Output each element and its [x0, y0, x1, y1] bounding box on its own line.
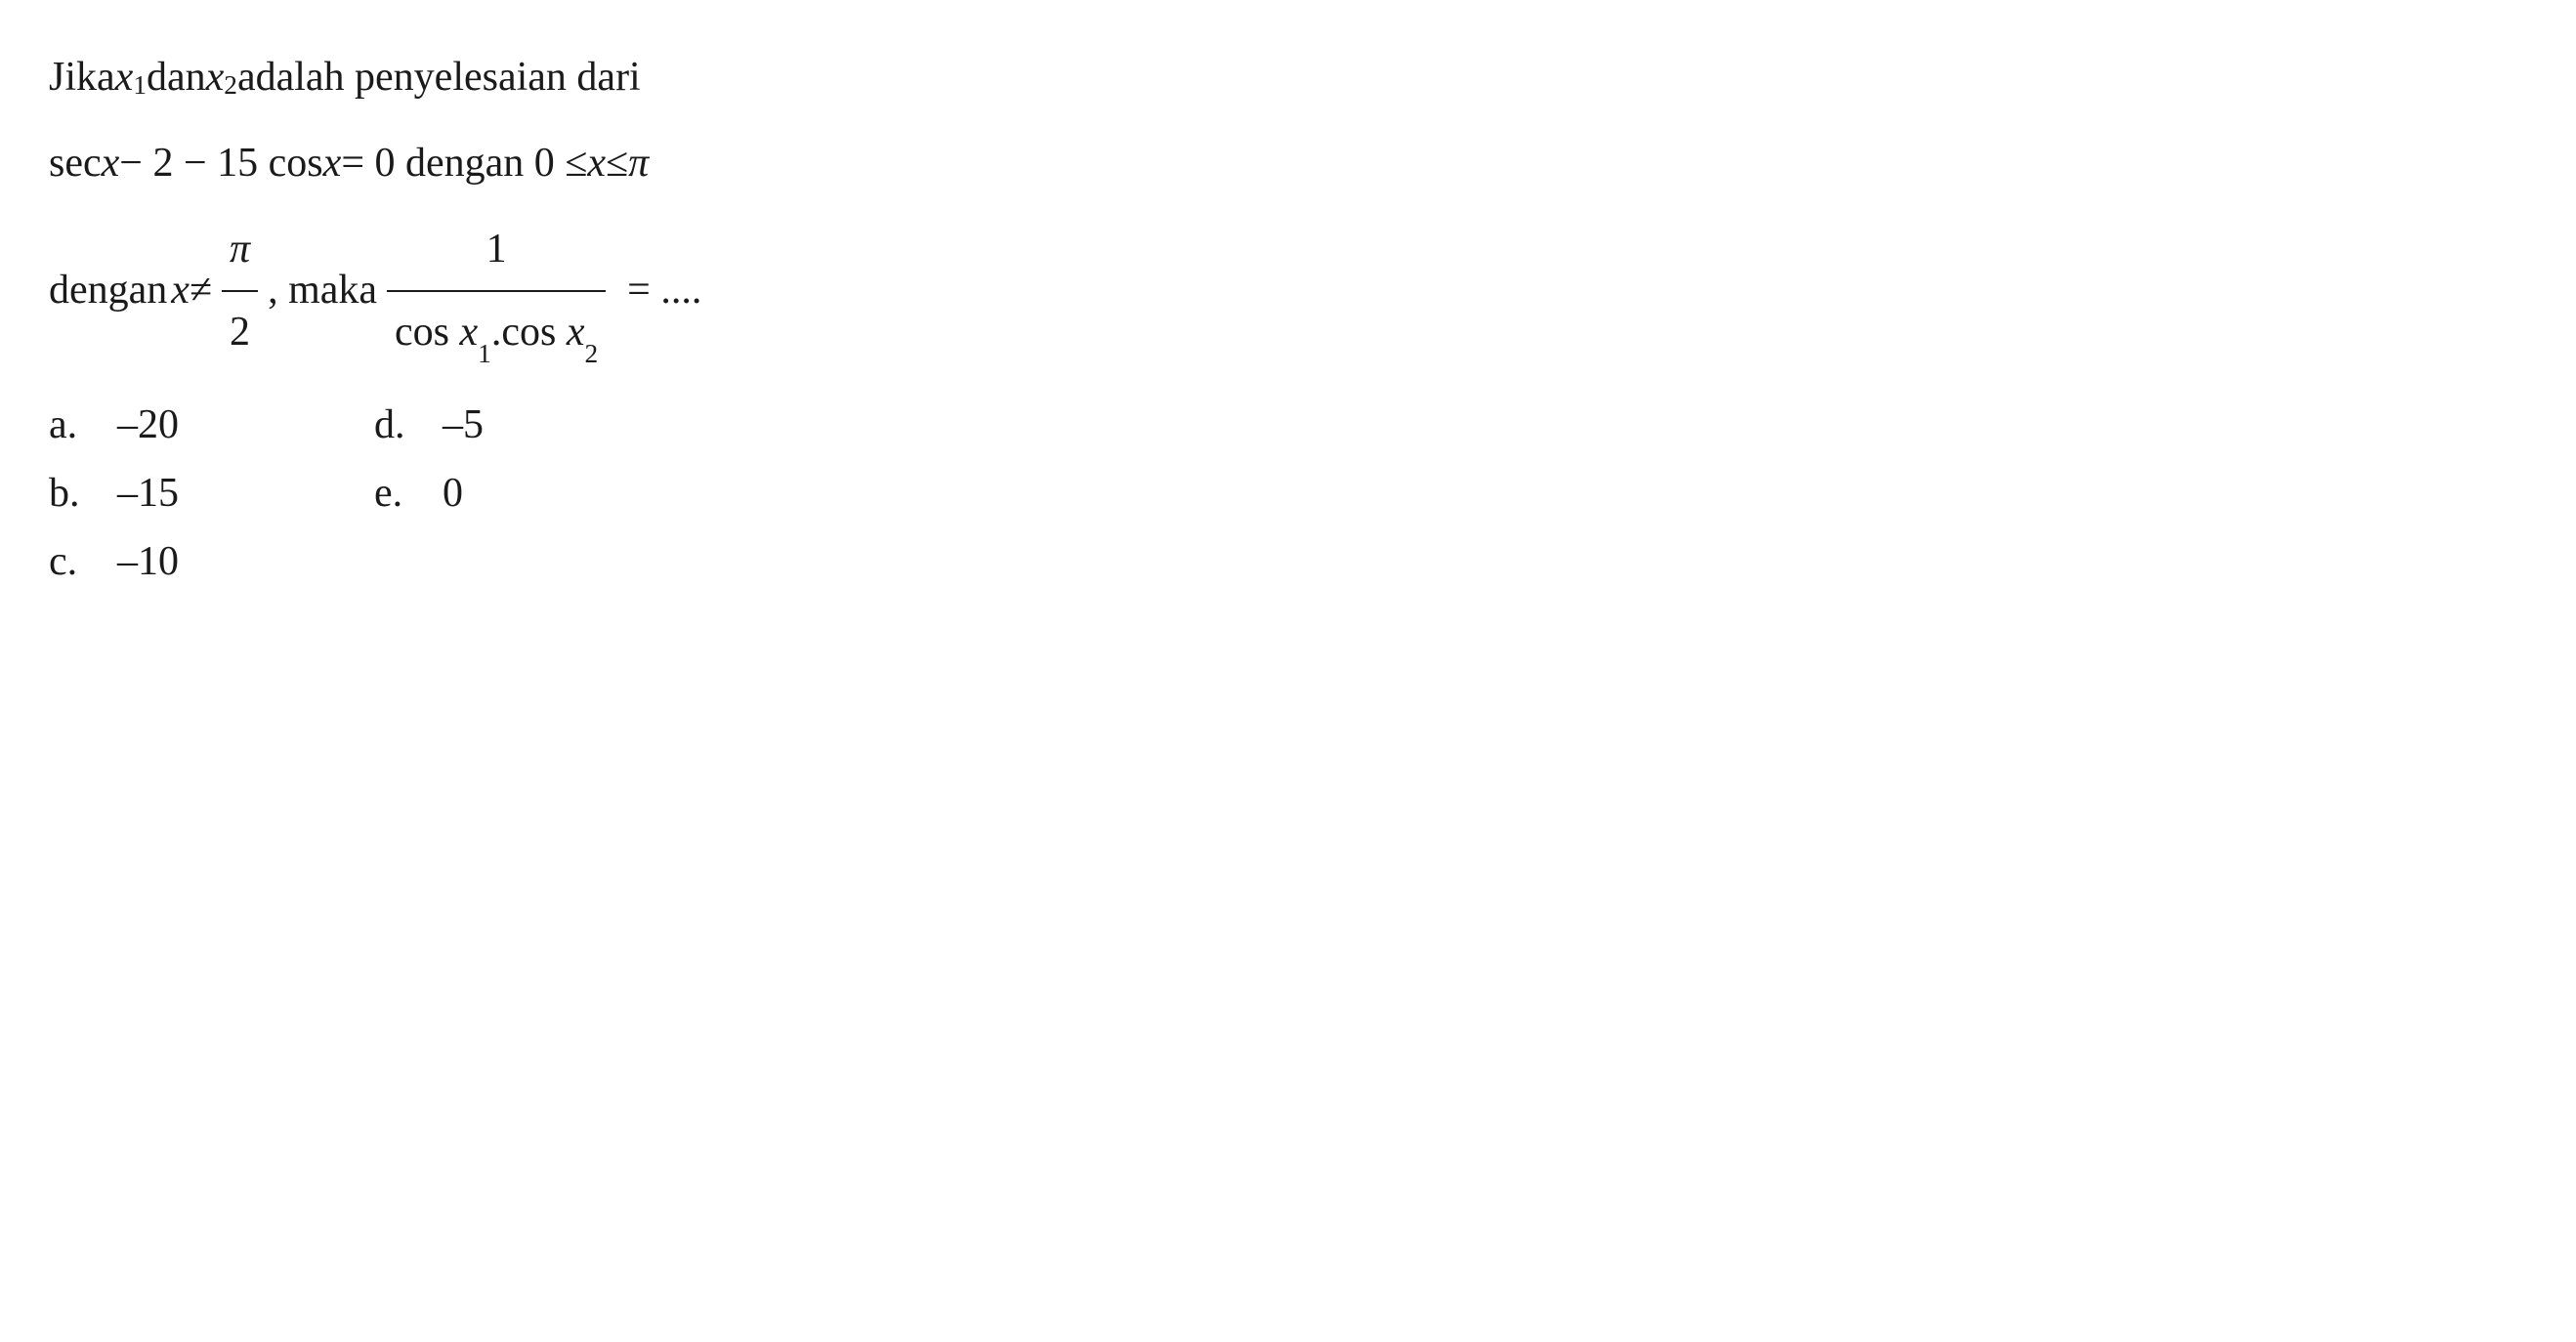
- equals-dots: = ....: [627, 252, 701, 330]
- option-e-label: e.: [374, 470, 433, 517]
- var-x-eq2: x: [323, 125, 342, 203]
- option-b-label: b.: [49, 470, 107, 517]
- cos2-text: cos: [501, 310, 567, 355]
- option-e: e. 0: [374, 470, 484, 517]
- frac1-denominator: 2: [222, 290, 258, 372]
- cos2-sub: 2: [584, 339, 598, 368]
- var-x1: x: [115, 39, 134, 117]
- option-b-value: –15: [107, 470, 179, 517]
- frac2-denominator: cos x1.cos x2: [387, 290, 606, 372]
- var-x-range: x: [587, 125, 606, 203]
- option-a: a. –20: [49, 401, 179, 448]
- cos1-text: cos: [395, 310, 460, 355]
- var-x-eq1: x: [102, 125, 120, 203]
- option-b: b. –15: [49, 470, 179, 517]
- line-1: Jika x1 dan x2 adalah penyelesaian dari: [49, 39, 1416, 117]
- line-2: sec x − 2 − 15 cos x = 0 dengan 0 ≤ x ≤ …: [49, 125, 1416, 203]
- neq-symbol: ≠: [190, 252, 212, 330]
- math-problem: Jika x1 dan x2 adalah penyelesaian dari …: [49, 39, 1416, 585]
- text-eq-dengan: = 0 dengan 0 ≤: [341, 125, 587, 203]
- cos1-var: x: [460, 310, 479, 355]
- fraction-pi-2: π 2: [222, 211, 258, 373]
- dot-sep: .: [491, 310, 502, 355]
- sub-2: 2: [224, 61, 237, 111]
- cos2-var: x: [567, 310, 585, 355]
- var-x-cond: x: [171, 252, 190, 330]
- options-column-left: a. –20 b. –15 c. –10: [49, 401, 179, 585]
- option-d-value: –5: [433, 401, 484, 448]
- text-dengan: dengan: [49, 252, 167, 330]
- cos1-sub: 1: [478, 339, 491, 368]
- option-d-label: d.: [374, 401, 433, 448]
- problem-statement: Jika x1 dan x2 adalah penyelesaian dari …: [49, 39, 1416, 372]
- option-c-value: –10: [107, 538, 179, 585]
- text-maka: , maka: [268, 252, 377, 330]
- frac2-numerator: 1: [479, 211, 515, 291]
- text-leq: ≤: [606, 125, 628, 203]
- options-column-right: d. –5 e. 0: [374, 401, 484, 585]
- text-dan: dan: [147, 39, 206, 117]
- fraction-main: 1 cos x1.cos x2: [387, 211, 606, 373]
- option-e-value: 0: [433, 470, 463, 517]
- text-adalah: adalah penyelesaian dari: [237, 39, 641, 117]
- var-x2: x: [206, 39, 225, 117]
- answer-options: a. –20 b. –15 c. –10 d. –5 e. 0: [49, 401, 1416, 585]
- line-3: dengan x ≠ π 2 , maka 1 cos x1.cos x2 = …: [49, 211, 1416, 373]
- sub-1: 1: [133, 61, 147, 111]
- option-d: d. –5: [374, 401, 484, 448]
- option-a-label: a.: [49, 401, 107, 448]
- pi-symbol: π: [628, 125, 649, 203]
- text-jika: Jika: [49, 39, 115, 117]
- text-minus-cos: − 2 − 15 cos: [119, 125, 322, 203]
- option-a-value: –20: [107, 401, 179, 448]
- option-c: c. –10: [49, 538, 179, 585]
- text-sec: sec: [49, 125, 102, 203]
- option-c-label: c.: [49, 538, 107, 585]
- frac1-numerator: π: [222, 211, 258, 291]
